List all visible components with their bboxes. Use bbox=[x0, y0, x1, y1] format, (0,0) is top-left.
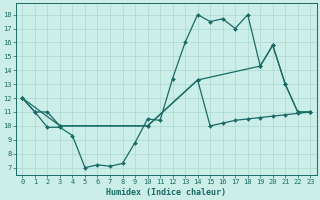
X-axis label: Humidex (Indice chaleur): Humidex (Indice chaleur) bbox=[106, 188, 226, 197]
